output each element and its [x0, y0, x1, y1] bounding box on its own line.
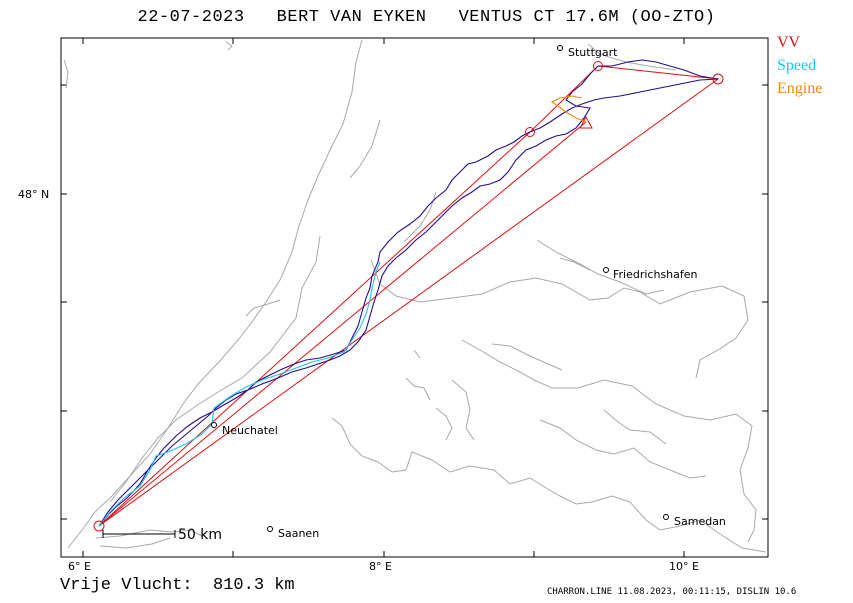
- place-label-neuchatel: Neuchatel: [222, 424, 278, 437]
- place-dots: [211, 45, 669, 532]
- legend-speed: Speed: [777, 57, 817, 74]
- place-label-saanen: Saanen: [278, 527, 319, 540]
- turnpoint-markers: [93, 61, 724, 532]
- lon-label-10: 10° E: [669, 560, 699, 573]
- map-borders: [63, 39, 767, 553]
- lon-label-6: 6° E: [68, 560, 91, 573]
- turnpoint-3: [712, 73, 724, 85]
- map-frame: [60, 37, 769, 558]
- place-dot-friedrichshafen: [603, 267, 609, 273]
- legend-vv: VV: [777, 34, 801, 51]
- generator-info: CHARRON.LINE 11.08.2023, 00:11:15, DISLI…: [547, 587, 797, 597]
- turnpoint-1: [525, 127, 535, 137]
- place-dot-samedan: [663, 514, 669, 520]
- place-dot-stuttgart: [557, 45, 563, 51]
- place-dot-saanen: [267, 526, 273, 532]
- finish-marker: [579, 115, 593, 129]
- place-dot-neuchatel: [211, 422, 217, 428]
- map-title: 22-07-2023 BERT VAN EYKEN VENTUS CT 17.6…: [137, 8, 716, 27]
- flight-track: [98, 59, 719, 527]
- place-label-friedrichshafen: Friedrichshafen: [613, 268, 698, 281]
- axis-ticks: [61, 38, 768, 557]
- legend-engine: Engine: [777, 80, 823, 97]
- lat-label-48: 48° N: [18, 188, 49, 201]
- free-flight-distance: Vrije Vlucht: 810.3 km: [60, 576, 295, 595]
- turnpoint-2: [593, 61, 603, 71]
- scoring-legs: [98, 65, 720, 527]
- place-label-samedan: Samedan: [674, 515, 726, 528]
- scale-bar: [102, 530, 176, 538]
- start-marker: [93, 520, 105, 532]
- lon-label-8: 8° E: [369, 560, 392, 573]
- scale-bar-label: 50 km: [178, 527, 222, 543]
- place-label-stuttgart: Stuttgart: [568, 46, 618, 59]
